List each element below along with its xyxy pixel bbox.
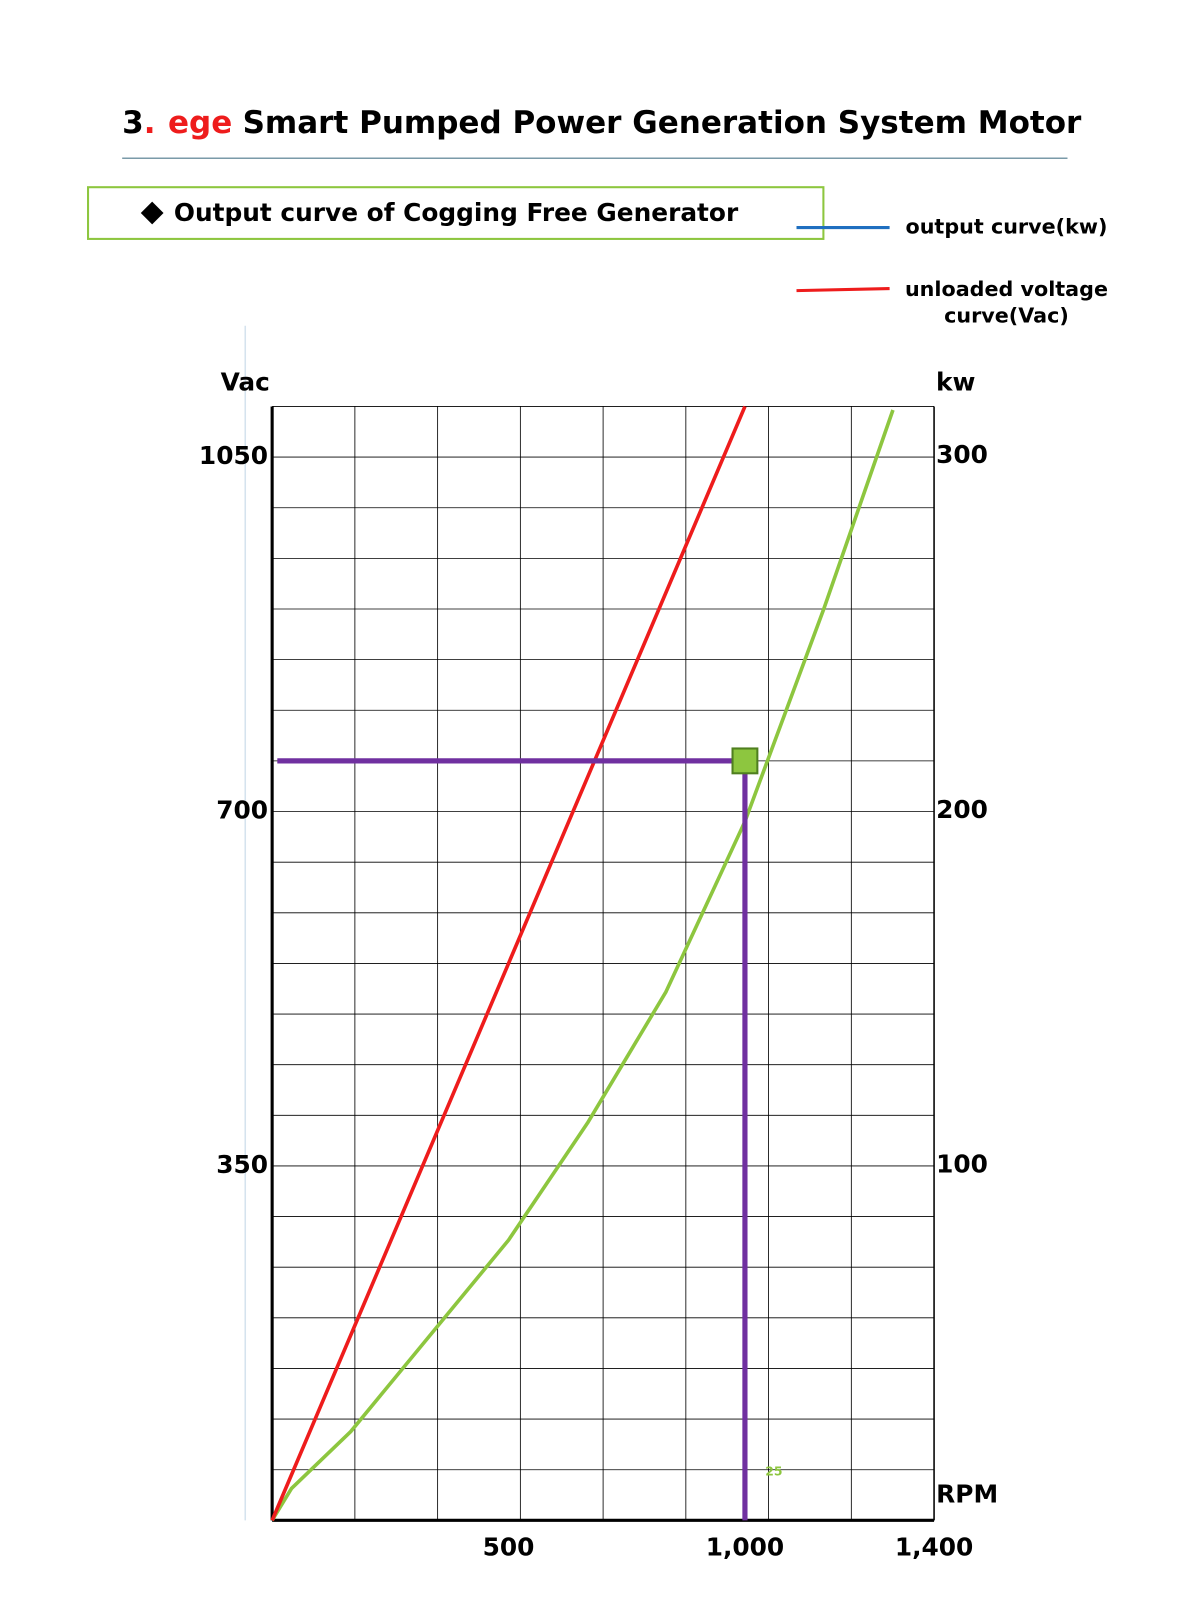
bullet bbox=[140, 201, 164, 225]
legend-swatch bbox=[796, 287, 890, 293]
title: 3. ege Smart Pumped Power Generation Syste… bbox=[122, 105, 1082, 141]
legend-label: output curve(kw) bbox=[905, 214, 1108, 239]
x-tick-label: 1,000 bbox=[706, 1532, 784, 1561]
title-brand: ege bbox=[168, 105, 232, 141]
y2-tick-label: 300 bbox=[936, 440, 988, 469]
subtitle: Output curve of Cogging Free Generator bbox=[174, 198, 739, 227]
x-axis-label: RPM bbox=[936, 1480, 998, 1509]
legend-label-box: output curve(kw) bbox=[905, 214, 1108, 239]
title-text: Smart Pumped Power Generation System Mot… bbox=[243, 105, 1082, 141]
plot: 350 700 1050 100 200 300 500 1,000 1,400 Vac kw RPM… bbox=[199, 368, 998, 1562]
x-tick-label: 500 bbox=[483, 1532, 535, 1561]
y-axis-label: Vac bbox=[221, 368, 270, 397]
title-number: 3 bbox=[122, 105, 144, 141]
legend-label-box: unloaded voltage curve(Vac) bbox=[904, 276, 1108, 328]
subtitle-box bbox=[87, 186, 825, 240]
y-tick-label: 350 bbox=[216, 1150, 268, 1179]
y-tick-label: 700 bbox=[216, 796, 268, 825]
legend-label: unloaded voltage curve(Vac) bbox=[904, 276, 1108, 328]
y2-tick-label: 100 bbox=[936, 1150, 988, 1179]
highlight-marker bbox=[731, 747, 759, 775]
x-tick-label: 1,400 bbox=[895, 1532, 973, 1561]
annotation: 25 bbox=[765, 1463, 782, 1478]
series-line bbox=[270, 409, 895, 1522]
title-dot: . bbox=[144, 105, 156, 141]
y2-axis-label: kw bbox=[936, 368, 976, 397]
y2-tick-label: 200 bbox=[936, 795, 988, 824]
series-line bbox=[270, 405, 747, 1522]
legend: output curve(kw) unloaded voltage curve(V… bbox=[796, 214, 1108, 328]
y-tick-label: 1050 bbox=[199, 441, 268, 470]
